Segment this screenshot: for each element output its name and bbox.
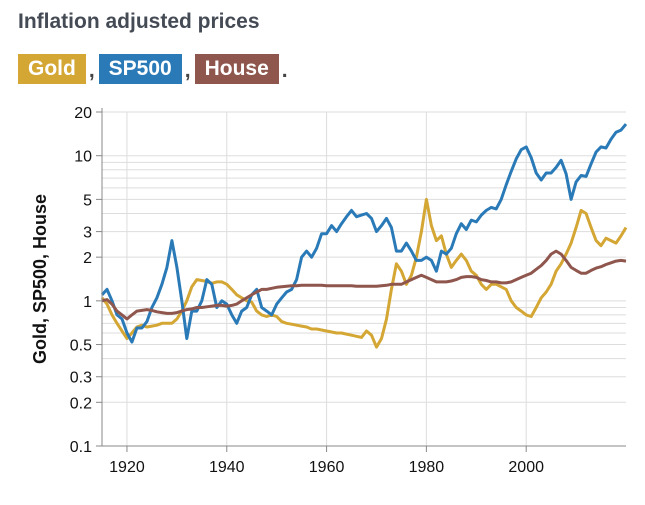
y-tick-label: 3	[83, 225, 92, 242]
y-axis-ticks: 0.1 0.2 0.3 0.5 1 2 3 5 10 20	[70, 105, 102, 456]
y-axis-label: Gold, SP500, House	[30, 194, 50, 364]
series-line-gold	[100, 197, 628, 349]
x-tick-label: 1940	[209, 459, 245, 476]
legend-separator: ,	[88, 59, 95, 82]
x-tick-label: 1920	[109, 459, 145, 476]
axes	[101, 108, 626, 447]
series-line-sp500	[100, 123, 628, 344]
legend-separator: ,	[184, 59, 191, 82]
y-tick-label: 0.5	[70, 338, 92, 355]
y-tick-label: 1	[83, 294, 92, 311]
chart-title: Inflation adjusted prices	[18, 10, 260, 33]
y-tick-label: 0.2	[70, 395, 92, 412]
x-tick-label: 1980	[409, 459, 445, 476]
x-axis-ticks: 1920 1940 1960 1980 2000	[109, 446, 544, 476]
grid	[102, 111, 626, 447]
legend: Gold , SP500 , House .	[18, 54, 292, 84]
y-tick-label: 5	[83, 192, 92, 209]
legend-item-gold[interactable]: Gold	[18, 54, 86, 84]
series-lines	[100, 123, 628, 349]
series-line-house	[101, 249, 627, 321]
legend-item-sp500[interactable]: SP500	[98, 54, 182, 84]
y-tick-label: 10	[74, 149, 92, 166]
y-tick-label: 0.1	[70, 439, 92, 456]
legend-item-house[interactable]: House	[194, 54, 279, 84]
y-tick-label: 2	[83, 250, 92, 267]
x-tick-label: 2000	[508, 459, 544, 476]
y-tick-label: 20	[74, 105, 92, 122]
y-tick-label: 0.3	[70, 370, 92, 387]
x-tick-label: 1960	[309, 459, 345, 476]
legend-separator: .	[281, 59, 288, 82]
